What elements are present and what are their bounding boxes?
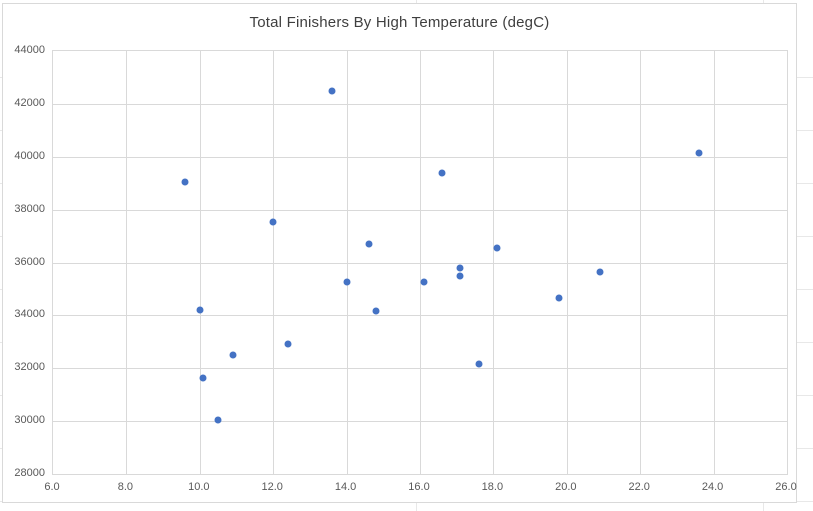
y-axis: 28000 30000 32000 34000 36000 38000 40000 42000… [3,44,45,479]
data-point[interactable] [596,268,604,276]
data-point[interactable] [328,87,336,95]
y-axis-tick-label: 40000 [14,149,45,162]
data-point[interactable] [269,218,277,226]
data-point[interactable] [181,178,189,186]
y-axis-tick-label: 28000 [14,467,45,479]
data-point[interactable] [475,360,483,368]
data-point[interactable] [284,340,292,348]
x-axis-tick-label: 22.0 [628,481,650,493]
x-axis-tick-label: 18.0 [481,481,504,493]
x-axis-tick-label: 12.0 [261,481,283,493]
x-axis-tick-label: 14.0 [334,481,357,493]
horizontal-gridline [53,209,787,211]
plot-area [52,50,788,475]
data-point[interactable] [196,306,204,314]
data-point[interactable] [555,294,563,302]
y-axis-tick-label: 44000 [14,44,45,56]
y-axis-tick-label: 32000 [14,361,45,374]
y-axis-tick-label: 42000 [14,96,45,109]
data-point[interactable] [229,351,237,359]
horizontal-gridline [53,368,787,370]
x-axis: 6.0 8.0 10.0 12.0 14.0 16.0 18.0 20.0 22.0 24.0 26… [44,481,796,501]
x-axis-tick-label: 26.0 [775,481,797,493]
data-point[interactable] [456,264,464,272]
data-point[interactable] [493,244,501,252]
data-point[interactable] [365,240,373,248]
x-axis-tick-label: 20.0 [555,481,577,493]
horizontal-gridline [53,262,787,264]
y-axis-tick-label: 36000 [14,255,45,268]
data-point[interactable] [438,169,446,177]
data-point[interactable] [214,416,222,424]
x-axis-tick-label: 10.0 [188,481,210,493]
data-point[interactable] [372,307,380,315]
horizontal-gridline [53,156,787,158]
x-axis-tick-label: 24.0 [701,481,724,493]
horizontal-gridline [53,421,787,423]
data-point[interactable] [343,278,351,286]
horizontal-gridline [53,315,787,317]
y-axis-tick-label: 30000 [14,414,45,427]
scatter-chart[interactable]: Total Finishers By High Temperature (deg… [2,3,797,503]
x-axis-tick-label: 16.0 [408,481,430,493]
data-point[interactable] [199,374,207,381]
chart-title: Total Finishers By High Temperature (deg… [249,14,550,31]
data-point[interactable] [695,149,703,157]
data-point[interactable] [420,278,428,286]
x-axis-tick-label: 6.0 [44,481,60,493]
y-axis-tick-label: 34000 [14,308,45,321]
data-point[interactable] [456,272,464,280]
x-axis-tick-label: 8.0 [117,481,134,493]
y-axis-tick-label: 38000 [14,202,45,215]
horizontal-gridline [53,103,787,105]
